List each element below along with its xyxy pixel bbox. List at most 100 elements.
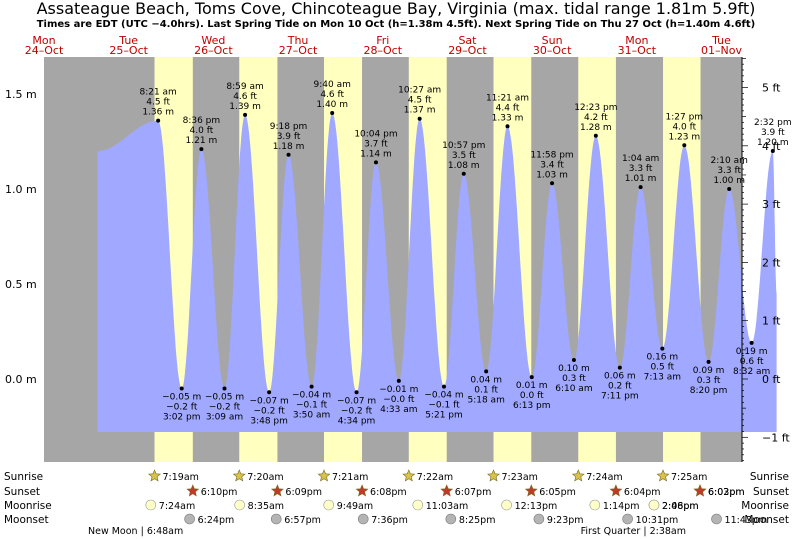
y-tick-label-ft: 2 ft — [762, 256, 781, 269]
low-tide-m: 0.16 m — [646, 353, 678, 363]
high-tide-m: 1.18 m — [273, 142, 305, 152]
high-tide-point — [505, 124, 510, 129]
high-tide-m: 1.23 m — [668, 132, 700, 142]
low-tide-m: 0.10 m — [558, 364, 590, 374]
y-tick-label-m: 1.0 m — [5, 183, 37, 196]
day-weekday: Fri — [376, 34, 389, 47]
day-date: 29–Oct — [448, 44, 487, 57]
y-tick-label-ft: 3 ft — [762, 198, 781, 211]
high-tide-point — [199, 147, 204, 152]
moonrise-icon — [648, 499, 660, 511]
high-tide-point — [770, 149, 775, 153]
sunrise-row-label: Sunrise — [4, 471, 43, 483]
sunset-time: 6:02pm — [708, 487, 745, 498]
low-tide-ft: 0.2 ft — [608, 382, 632, 392]
high-tide-time: 9:18 pm — [270, 122, 308, 132]
moonset-time: 7:36pm — [371, 515, 408, 526]
moonset-time: 10:31pm — [636, 515, 679, 526]
low-tide-point — [660, 346, 665, 351]
high-tide-point — [417, 116, 422, 121]
high-tide-m: 1.08 m — [448, 161, 480, 171]
sunrise-time: 7:22am — [417, 472, 453, 483]
moonrise-icon — [145, 499, 157, 511]
day-date: 24–Oct — [25, 44, 64, 57]
low-tide-ft: 0.0 ft — [520, 391, 544, 401]
low-tide-ft: 0.6 ft — [740, 357, 764, 367]
low-tide-time: 3:02 pm — [163, 413, 201, 423]
low-tide-m: 0.19 m — [736, 347, 768, 357]
chart-title: Assateague Beach, Toms Cove, Chincoteagu… — [37, 0, 756, 18]
sunset-icon — [440, 484, 454, 497]
low-tide-time: 8:20 pm — [690, 386, 728, 396]
low-tide-ft: −0.2 ft — [209, 403, 241, 413]
moonset-icon — [533, 513, 545, 525]
low-tide-time: 3:50 am — [293, 411, 330, 421]
y-tick-label-ft: 5 ft — [762, 82, 781, 95]
y-tick-label-m: 0.5 m — [5, 278, 37, 291]
sun-moon-footer: Sunrise Sunrise Sunset Sunset Moonrise Moonri… — [4, 469, 789, 537]
high-tide-point — [727, 187, 732, 191]
moonrise-time: 1:14pm — [603, 501, 640, 512]
high-tide-ft: 4.6 ft — [233, 92, 257, 102]
high-tide-time: 2:10 am — [711, 156, 748, 166]
sunrise-icon — [317, 469, 331, 482]
moonset-time: 6:57pm — [284, 515, 321, 526]
low-tide-m: −0.05 m — [162, 393, 201, 403]
high-tide-m: 1.14 m — [360, 149, 392, 159]
low-tide-m: 0.04 m — [470, 375, 502, 385]
high-tide-m: 1.36 m — [142, 108, 174, 118]
high-tide-ft: 3.9 ft — [761, 128, 785, 138]
low-tide-time: 7:13 am — [644, 373, 681, 383]
high-tide-time: 10:57 pm — [442, 141, 485, 151]
y-tick-label-ft: 4 ft — [762, 140, 781, 153]
high-tide-time: 10:04 pm — [354, 129, 397, 139]
low-tide-time: 4:33 am — [380, 405, 417, 415]
moonrise-time: 11:03am — [426, 501, 468, 512]
low-tide-time: 4:34 pm — [338, 416, 376, 426]
sunset-time: 6:04pm — [624, 487, 661, 498]
high-tide-time: 12:23 pm — [574, 103, 617, 113]
day-date: 31–Oct — [618, 44, 657, 57]
moonset-icon — [357, 513, 369, 525]
moonset-row-label: Moonset — [4, 514, 49, 526]
day-weekday: Tue — [711, 34, 731, 47]
moonrise-icon — [323, 499, 335, 511]
day-date: 01–Nov — [701, 44, 742, 57]
moonrise-row-label: Moonrise — [741, 500, 789, 512]
sunrise-time: 7:21am — [332, 472, 368, 483]
sunset-time: 6:08pm — [370, 487, 407, 498]
low-tide-point — [484, 369, 489, 374]
y-tick-label-m: 1.5 m — [5, 88, 37, 101]
moonset-row-label: Moonset — [744, 514, 789, 526]
low-tide-point — [529, 375, 534, 380]
low-tide-ft: 0.1 ft — [474, 385, 498, 395]
sunset-row-label: Sunset — [753, 486, 789, 498]
moon-phase-new: New Moon | 6:48am — [88, 526, 183, 537]
moonset-icon — [270, 513, 282, 525]
low-tide-point — [396, 378, 401, 383]
day-weekday: Mon — [625, 34, 648, 47]
low-tide-point — [706, 359, 711, 364]
sunrise-icon — [402, 469, 416, 482]
day-weekday: Tue — [118, 34, 138, 47]
low-tide-point — [222, 386, 227, 391]
low-tide-m: 0.09 m — [693, 366, 725, 376]
day-weekday: Wed — [201, 34, 225, 47]
moonrise-time: 2:06pm — [662, 501, 699, 512]
low-tide-m: −0.07 m — [250, 396, 289, 406]
day-date: 25–Oct — [109, 44, 148, 57]
high-tide-m: 1.20 m — [757, 138, 789, 148]
high-tide-point — [286, 152, 291, 157]
high-tide-time: 11:21 am — [486, 93, 529, 103]
high-tide-point — [593, 133, 598, 138]
high-tide-point — [373, 160, 378, 165]
low-tide-m: −0.01 m — [379, 385, 418, 395]
day-date: 27–Oct — [279, 44, 318, 57]
low-tide-ft: −0.0 ft — [383, 395, 415, 405]
low-tide-time: 6:13 pm — [513, 401, 551, 411]
low-tide-point — [749, 340, 754, 345]
high-tide-time: 8:36 pm — [183, 116, 221, 126]
low-tide-time: 3:09 am — [206, 413, 243, 423]
sunset-icon — [355, 484, 369, 497]
